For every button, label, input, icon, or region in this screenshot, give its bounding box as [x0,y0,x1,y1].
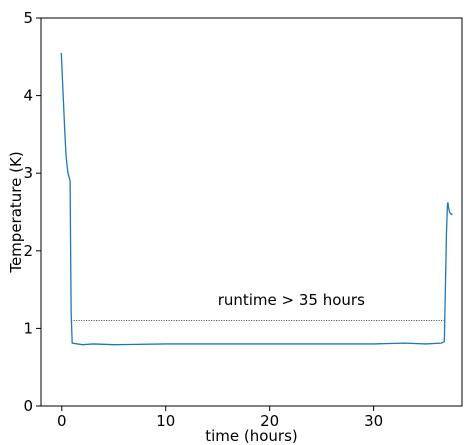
y-axis: 0 1 2 3 4 5 [23,9,41,415]
x-tick-label: 20 [260,412,279,430]
y-tick-label: 3 [23,164,33,182]
plot-area: runtime > 35 hours [40,17,463,407]
plot-frame [40,17,463,407]
y-tick-label: 0 [23,397,33,415]
x-axis: 0 10 20 30 [57,406,383,430]
x-tick-label: 10 [156,412,175,430]
annotation-text: runtime > 35 hours [218,291,365,309]
series-line [60,52,453,346]
x-tick-label: 0 [57,412,67,430]
x-tick-label: 30 [364,412,383,430]
x-axis-label: time (hours) [205,427,298,445]
y-tick-label: 5 [23,9,33,27]
y-axis-label: Temperature (K) [7,151,25,273]
y-tick-label: 4 [23,87,33,105]
y-tick-label: 1 [23,319,33,337]
y-tick-label: 2 [23,242,33,260]
